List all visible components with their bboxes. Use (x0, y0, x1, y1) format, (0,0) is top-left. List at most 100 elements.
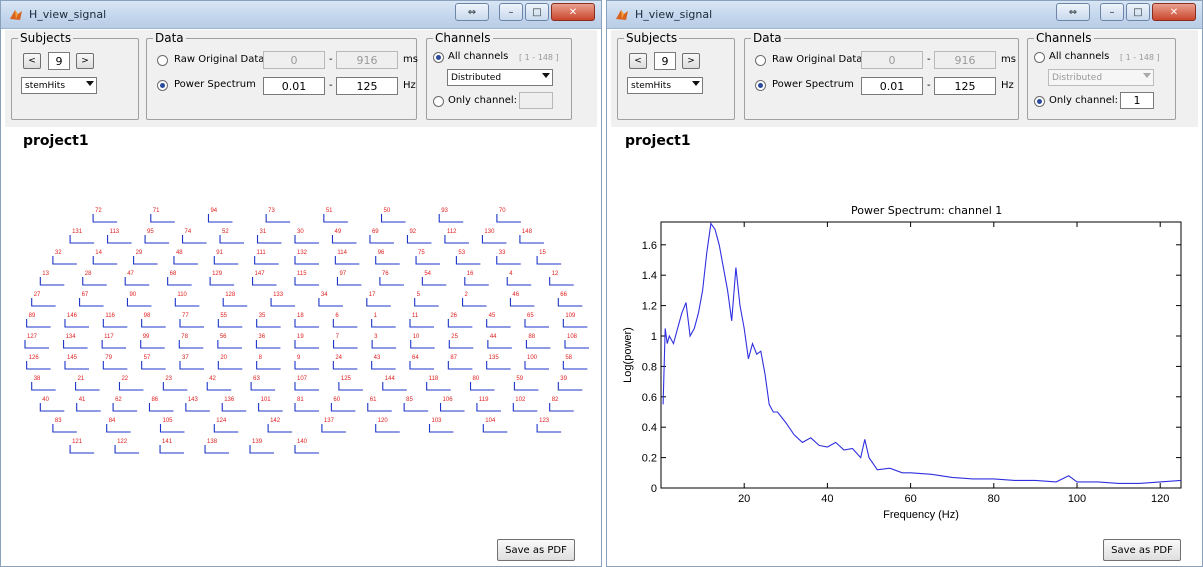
sensor-channel[interactable]: 58 (562, 355, 588, 370)
title-bar[interactable]: H_view_signal ⇔ – □ ✕ (1, 1, 601, 29)
sensor-channel[interactable]: 147 (252, 271, 277, 286)
sensor-channel[interactable]: 19 (294, 334, 319, 349)
sensor-channel[interactable]: 117 (101, 334, 127, 349)
sensor-channel[interactable]: 38 (31, 376, 56, 391)
sensor-channel[interactable]: 46 (509, 292, 535, 307)
dataset-dropdown[interactable]: stemHits (627, 77, 703, 94)
maximize-button[interactable]: □ (1126, 3, 1150, 21)
sensor-channel[interactable]: 36 (255, 334, 281, 349)
sensor-channel[interactable]: 88 (525, 334, 551, 349)
sensor-channel[interactable]: 5 (414, 292, 439, 307)
sensor-channel[interactable]: 62 (112, 397, 138, 412)
sensor-channel[interactable]: 110 (174, 292, 200, 307)
close-button[interactable]: ✕ (551, 3, 595, 21)
sensor-channel[interactable]: 49 (331, 229, 357, 244)
sensor-channel[interactable]: 63 (250, 376, 276, 391)
sensor-channel[interactable]: 75 (415, 250, 441, 265)
sensor-channel[interactable]: 27 (31, 292, 56, 307)
sensor-channel[interactable]: 33 (496, 250, 521, 265)
sensor-channel[interactable]: 103 (428, 418, 454, 433)
sensor-channel[interactable]: 65 (524, 313, 550, 328)
sensor-channel[interactable]: 108 (564, 334, 589, 349)
sensor-channel[interactable]: 3 (371, 334, 397, 349)
subject-number-field[interactable]: 9 (48, 52, 70, 70)
sensor-channel[interactable]: 47 (124, 271, 150, 286)
sensor-channel[interactable]: 16 (464, 271, 489, 286)
sensor-channel[interactable]: 17 (366, 292, 391, 307)
sensor-channel[interactable]: 28 (82, 271, 107, 286)
sensor-channel[interactable]: 116 (102, 313, 128, 328)
ps-to-field[interactable]: 125 (336, 77, 398, 95)
sensor-channel[interactable]: 18 (294, 313, 319, 328)
sensor-channel[interactable]: 76 (379, 271, 404, 286)
sensor-channel[interactable]: 120 (375, 418, 400, 433)
sensor-channel[interactable]: 86 (148, 397, 174, 412)
sensor-channel[interactable]: 131 (69, 229, 95, 244)
sensor-channel[interactable]: 87 (447, 355, 473, 370)
minimize-button[interactable]: – (1100, 3, 1124, 21)
sensor-channel[interactable]: 100 (524, 355, 550, 370)
title-bar[interactable]: H_view_signal ⇔ – □ ✕ (607, 1, 1202, 29)
sensor-channel[interactable]: 136 (221, 397, 247, 412)
sensor-channel[interactable]: 95 (144, 229, 170, 244)
sensor-channel[interactable]: 105 (159, 418, 185, 433)
sensor-channel[interactable]: 22 (118, 376, 144, 391)
sensor-channel[interactable]: 34 (318, 292, 343, 307)
save-as-pdf-button[interactable]: Save as PDF (497, 539, 575, 561)
sensor-channel[interactable]: 9 (294, 355, 319, 370)
sensor-channel[interactable]: 141 (159, 439, 185, 454)
raw-data-radio[interactable] (755, 55, 766, 66)
sensor-channel[interactable]: 48 (173, 250, 198, 265)
sensor-channel[interactable]: 128 (222, 292, 248, 307)
sensor-channel[interactable]: 13 (39, 271, 65, 286)
sensor-channel[interactable]: 142 (267, 418, 293, 433)
sensor-channel[interactable]: 98 (141, 313, 166, 328)
sensor-channel[interactable]: 113 (107, 229, 132, 244)
sensor-channel[interactable]: 4 (506, 271, 532, 286)
sensor-channel[interactable]: 70 (496, 208, 521, 223)
sensor-channel[interactable]: 123 (536, 418, 562, 433)
sensor-channel[interactable]: 44 (487, 334, 512, 349)
sensor-channel[interactable]: 118 (426, 376, 451, 391)
maximize-button[interactable]: □ (525, 3, 549, 21)
sensor-channel[interactable]: 57 (141, 355, 166, 370)
sensor-channel[interactable]: 50 (380, 208, 406, 223)
only-channel-field[interactable]: 1 (1120, 92, 1154, 109)
sensor-channel[interactable]: 42 (206, 376, 232, 391)
save-as-pdf-button[interactable]: Save as PDF (1103, 539, 1181, 561)
sensor-channel[interactable]: 112 (444, 229, 469, 244)
ps-from-field[interactable]: 0.01 (861, 77, 923, 95)
minimize-button[interactable]: – (499, 3, 523, 21)
sensor-channel[interactable]: 101 (258, 397, 283, 412)
sensor-channel[interactable]: 90 (126, 292, 152, 307)
sensor-channel[interactable]: 93 (438, 208, 464, 223)
sensor-channel[interactable]: 64 (409, 355, 435, 370)
sensor-channel[interactable]: 21 (75, 376, 100, 391)
sensor-channel[interactable]: 124 (213, 418, 239, 433)
sensor-channel[interactable]: 102 (512, 397, 538, 412)
sensor-channel[interactable]: 12 (549, 271, 574, 286)
sensor-channel[interactable]: 67 (79, 292, 104, 307)
sensor-channel[interactable]: 40 (39, 397, 65, 412)
sensor-channel[interactable]: 127 (24, 334, 49, 349)
sensor-channel[interactable]: 129 (209, 271, 235, 286)
raw-data-radio[interactable] (157, 55, 168, 66)
restore-arrows-icon[interactable]: ⇔ (455, 3, 489, 21)
sensor-channel[interactable]: 71 (150, 208, 175, 223)
sensor-channel[interactable]: 125 (338, 376, 363, 391)
sensor-channel[interactable]: 145 (64, 355, 89, 370)
subject-next-button[interactable]: > (76, 53, 94, 69)
sensor-channel[interactable]: 139 (249, 439, 275, 454)
sensor-channel[interactable]: 73 (265, 208, 291, 223)
sensor-channel[interactable]: 10 (410, 334, 435, 349)
raw-from-field[interactable]: 0 (861, 51, 923, 69)
sensor-channel[interactable]: 99 (140, 334, 165, 349)
restore-arrows-icon[interactable]: ⇔ (1056, 3, 1090, 21)
sensor-channel[interactable]: 92 (406, 229, 432, 244)
sensor-channel[interactable]: 11 (409, 313, 435, 328)
sensor-channel[interactable]: 54 (421, 271, 447, 286)
sensor-channel[interactable]: 132 (294, 250, 319, 265)
sensor-channel[interactable]: 30 (294, 229, 319, 244)
sensor-channel[interactable]: 2 (462, 292, 487, 307)
sensor-channel[interactable]: 84 (106, 418, 131, 433)
